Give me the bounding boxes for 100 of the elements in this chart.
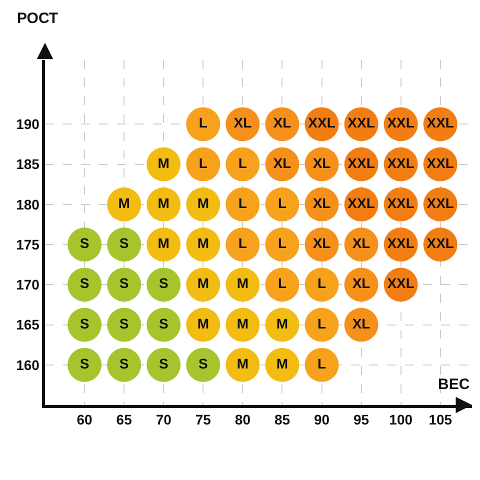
x-tick-label: 65	[116, 412, 132, 428]
x-tick-label: 95	[354, 412, 370, 428]
data-label: L	[278, 235, 287, 252]
data-label: S	[198, 355, 208, 372]
point	[226, 147, 260, 182]
point	[226, 228, 260, 262]
data-label: L	[317, 355, 326, 372]
point	[107, 228, 142, 262]
data-label: XL	[352, 235, 371, 252]
data-label: S	[80, 355, 90, 372]
data-label: M	[118, 194, 130, 211]
point	[226, 187, 260, 222]
point	[226, 308, 260, 342]
point	[265, 308, 300, 342]
data-label: M	[197, 275, 209, 292]
point	[186, 308, 220, 342]
x-tick-label: 75	[195, 412, 212, 428]
x-tick-label: 80	[234, 412, 251, 428]
data-label: M	[158, 154, 170, 171]
data-label: XXL	[387, 235, 415, 252]
y-axis-title: РОСТ	[17, 10, 58, 27]
data-label: M	[276, 355, 288, 372]
data-label: M	[197, 315, 209, 332]
data-label: XL	[352, 275, 371, 292]
data-label: XXL	[387, 154, 415, 171]
y-tick-label: 190	[16, 116, 40, 132]
data-label: L	[238, 235, 248, 252]
point	[107, 308, 142, 342]
point	[186, 268, 220, 302]
data-label: XXL	[426, 114, 454, 131]
point	[304, 268, 339, 302]
point	[107, 268, 142, 302]
data-label: S	[158, 315, 168, 332]
data-label: S	[119, 355, 129, 372]
data-label: S	[80, 315, 90, 332]
data-label: XXL	[387, 275, 415, 292]
point	[304, 308, 339, 342]
data-label: M	[236, 315, 249, 332]
data-label: S	[158, 275, 168, 292]
data-label: XL	[312, 154, 332, 171]
data-label: XL	[312, 235, 332, 252]
data-label: XL	[312, 194, 332, 211]
point	[146, 228, 181, 262]
point	[265, 187, 300, 222]
data-label: M	[276, 315, 288, 332]
data-label: S	[80, 235, 90, 252]
x-axis-title: ВЕС	[438, 376, 470, 393]
point	[107, 348, 142, 382]
point	[68, 268, 102, 302]
point	[186, 187, 220, 222]
point	[68, 348, 102, 382]
x-tick-label: 70	[156, 412, 172, 428]
data-label: M	[236, 355, 249, 372]
point	[186, 228, 220, 262]
y-tick-label: 160	[16, 356, 40, 373]
data-label: XL	[352, 315, 371, 332]
point	[68, 308, 102, 342]
data-label: L	[317, 315, 326, 332]
data-label: L	[198, 114, 208, 131]
x-tick-label: 60	[76, 412, 93, 428]
y-tick-label: 165	[16, 316, 40, 333]
data-label: XL	[234, 114, 252, 131]
y-tick-label: 175	[16, 236, 40, 252]
point	[226, 268, 260, 302]
data-label: L	[238, 194, 248, 211]
data-label: M	[158, 194, 170, 211]
data-label: XXL	[348, 154, 376, 171]
point	[68, 228, 102, 262]
point	[265, 268, 300, 302]
data-label: XXL	[348, 114, 376, 131]
data-label: L	[317, 275, 326, 292]
data-label: XL	[273, 154, 292, 171]
data-label: S	[80, 275, 90, 292]
data-label: L	[198, 154, 208, 171]
x-tick-label: 90	[314, 412, 330, 428]
data-label: XXL	[387, 114, 415, 131]
data-label: M	[158, 235, 170, 252]
x-tick-label: 105	[428, 412, 452, 428]
data-label: XXL	[387, 194, 415, 211]
point	[265, 348, 300, 382]
data-label: M	[197, 194, 209, 211]
data-label: L	[278, 194, 287, 211]
data-label: S	[119, 275, 129, 292]
point	[186, 147, 220, 182]
point	[146, 147, 181, 182]
point	[146, 268, 181, 302]
point	[226, 348, 260, 382]
y-tick-label: 180	[16, 196, 40, 212]
x-tick-label: 100	[389, 412, 413, 428]
data-label: S	[119, 235, 129, 252]
data-label: S	[119, 315, 129, 332]
point	[186, 107, 220, 142]
data-label: XXL	[426, 194, 454, 211]
y-tick-label: 170	[16, 276, 40, 293]
data-label: S	[158, 355, 168, 372]
point	[107, 187, 142, 222]
data-label: XXL	[348, 194, 376, 211]
data-label: L	[238, 154, 248, 171]
x-tick-label: 85	[274, 412, 290, 428]
point	[146, 308, 181, 342]
